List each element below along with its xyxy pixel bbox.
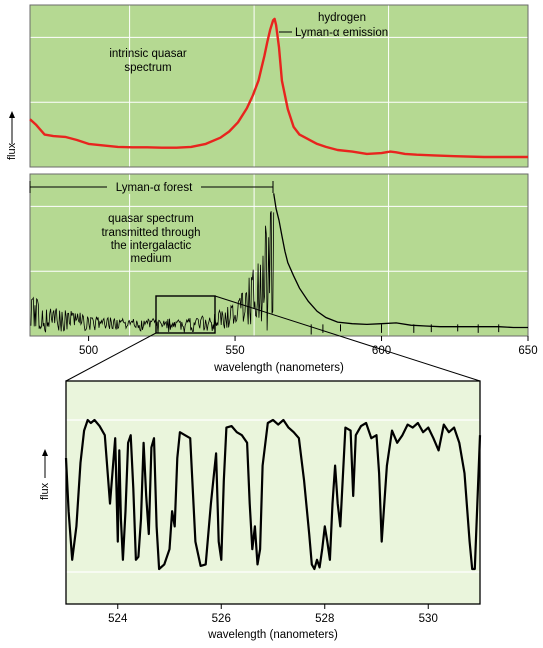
zoom-panel-background	[66, 381, 480, 604]
middle-panel-background	[30, 174, 528, 336]
middle-x-axis-label: wavelength (nanometers)	[213, 362, 344, 374]
zoom-tick-label-1: 526	[212, 613, 231, 625]
transmitted-label-line-2: transmitted through	[101, 227, 200, 239]
transmitted-label-line-1: quasar spectrum	[108, 213, 194, 225]
middle-panel-frame	[29, 173, 529, 337]
forest-absorption-line	[30, 211, 275, 334]
intrinsic-label-line-2: spectrum	[124, 62, 171, 74]
top-panel-frame	[29, 4, 529, 168]
zoom-spectrum-line	[64, 418, 482, 571]
zoom-x-ticks: 524 526 528 530	[108, 604, 438, 625]
zoom-tick-label-0: 524	[108, 613, 128, 625]
lyman-emission-label: Lyman-α emission	[295, 27, 388, 39]
forest-label: Lyman-α forest	[116, 182, 193, 194]
zoom-region-box	[155, 295, 216, 334]
hydrogen-label: hydrogen	[318, 12, 366, 24]
y-axis-label: flux	[6, 142, 18, 160]
zoom-tick-label-2: 528	[315, 613, 334, 625]
transmitted-label-line-3: the intergalactic	[111, 240, 192, 252]
middle-tick-label-3: 650	[518, 345, 537, 357]
middle-x-ticks: 500 550 600 650	[79, 336, 538, 357]
top-panel-background	[30, 5, 528, 167]
zoom-x-axis-label: wavelength (nanometers)	[207, 629, 338, 641]
zoom-panel-frame	[65, 380, 481, 605]
intrinsic-label-line-1: intrinsic quasar	[109, 48, 187, 60]
forest-label-bg	[107, 180, 201, 194]
red-side-absorption-lines	[310, 324, 500, 335]
zoom-tick-label-3: 530	[419, 613, 438, 625]
y-axis-arrowhead	[9, 111, 15, 118]
zoom-y-axis-label: flux	[39, 482, 51, 500]
transmitted-label-line-4: medium	[131, 253, 172, 265]
zoom-y-axis-arrowhead	[42, 449, 48, 456]
middle-tick-label-1: 550	[225, 345, 244, 357]
zoom-connector-right	[214, 295, 481, 382]
intrinsic-spectrum-line	[29, 17, 528, 159]
middle-tick-label-0: 500	[79, 345, 98, 357]
top-panel-grid	[30, 5, 528, 167]
transmitted-spectrum-line	[273, 193, 528, 329]
zoom-connector-left	[65, 332, 157, 382]
